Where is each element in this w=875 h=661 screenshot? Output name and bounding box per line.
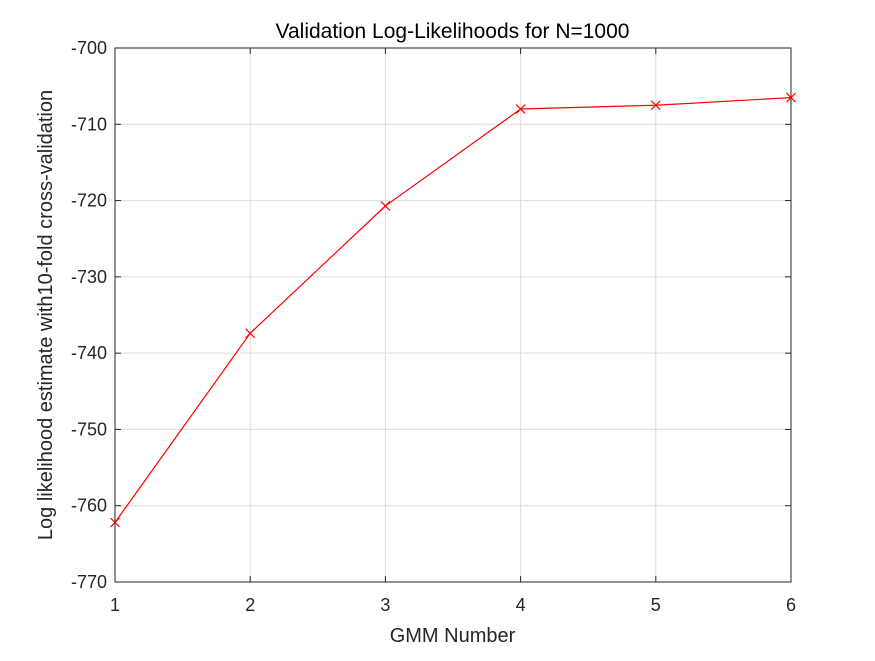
x-tick-label: 4: [516, 595, 526, 615]
y-tick-label: -700: [71, 38, 107, 58]
x-axis-title: GMM Number: [390, 625, 516, 647]
axis-ticks: 1 2 3 4 5 6 -700 -710 -720 -730 -740 -750 -760 -770: [71, 38, 796, 615]
chart-title: Validation Log-Likelihoods for N=1000: [276, 20, 630, 43]
y-tick-label: -710: [71, 114, 107, 134]
data-point-marker: [110, 517, 120, 528]
data-point-marker: [786, 92, 796, 103]
y-tick-label: -760: [71, 496, 107, 516]
data-point-marker: [515, 104, 526, 114]
x-tick-label: 2: [245, 595, 255, 615]
y-axis-title: Log likelihood estimate with10-fold cros…: [35, 90, 57, 540]
y-tick-label: -720: [71, 191, 107, 211]
y-tick-label: -730: [71, 267, 107, 287]
y-tick-label: -740: [71, 343, 107, 363]
x-tick-label: 6: [786, 595, 796, 615]
x-tick-label: 5: [651, 595, 661, 615]
x-tick-label: 1: [110, 595, 120, 615]
data-point-marker: [380, 200, 391, 211]
data-point-marker: [245, 328, 256, 339]
series-layer: [110, 92, 796, 528]
data-point-marker: [650, 100, 661, 111]
series-line: [114, 96, 792, 523]
y-tick-label: -750: [71, 419, 107, 439]
y-tick-label: -770: [71, 572, 107, 592]
x-tick-label: 3: [380, 595, 390, 615]
plot-area-border: [114, 47, 792, 583]
